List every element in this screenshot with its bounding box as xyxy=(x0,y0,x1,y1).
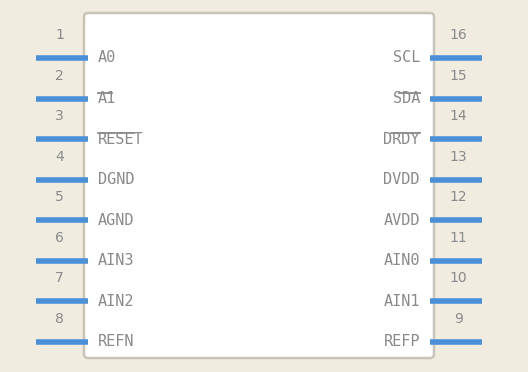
Text: SDA: SDA xyxy=(393,91,420,106)
Text: REFP: REFP xyxy=(383,334,420,350)
Text: AGND: AGND xyxy=(98,213,135,228)
Text: A1: A1 xyxy=(98,91,116,106)
Text: 4: 4 xyxy=(55,150,64,164)
Text: 13: 13 xyxy=(450,150,467,164)
Text: AIN0: AIN0 xyxy=(383,253,420,268)
Text: 10: 10 xyxy=(450,272,467,285)
Text: 7: 7 xyxy=(55,272,64,285)
Text: A0: A0 xyxy=(98,51,116,65)
Text: AIN1: AIN1 xyxy=(383,294,420,309)
Text: RESET: RESET xyxy=(98,132,144,147)
Text: DVDD: DVDD xyxy=(383,172,420,187)
Text: 3: 3 xyxy=(55,109,64,123)
Text: REFN: REFN xyxy=(98,334,135,350)
Text: 11: 11 xyxy=(450,231,467,245)
Text: 14: 14 xyxy=(450,109,467,123)
Text: DGND: DGND xyxy=(98,172,135,187)
Text: 8: 8 xyxy=(55,312,64,326)
Text: 9: 9 xyxy=(454,312,463,326)
Text: 2: 2 xyxy=(55,68,64,83)
Text: DRDY: DRDY xyxy=(383,132,420,147)
Text: 6: 6 xyxy=(55,231,64,245)
Text: AVDD: AVDD xyxy=(383,213,420,228)
Text: 16: 16 xyxy=(450,28,467,42)
Text: 1: 1 xyxy=(55,28,64,42)
Text: SCL: SCL xyxy=(393,51,420,65)
Text: 12: 12 xyxy=(450,190,467,204)
Text: AIN2: AIN2 xyxy=(98,294,135,309)
Text: 5: 5 xyxy=(55,190,64,204)
Text: 15: 15 xyxy=(450,68,467,83)
FancyBboxPatch shape xyxy=(84,13,434,358)
Text: AIN3: AIN3 xyxy=(98,253,135,268)
